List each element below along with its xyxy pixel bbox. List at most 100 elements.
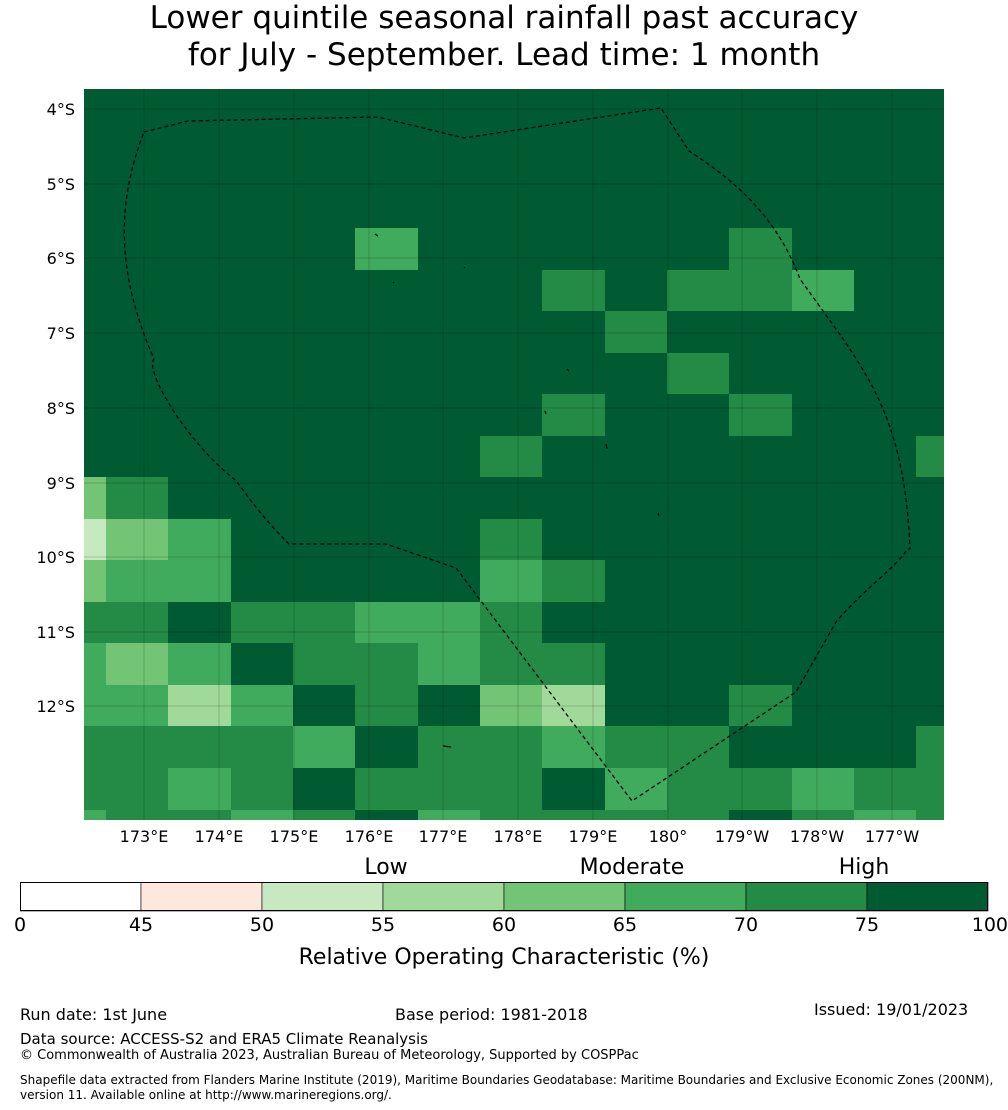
lon-label-180: 180° — [648, 827, 688, 846]
map-cell — [916, 810, 944, 820]
map-cell — [84, 560, 106, 602]
map-cell — [916, 768, 944, 810]
tick-55: 55 — [370, 914, 396, 936]
lon-label-173e: 173°E — [119, 827, 169, 846]
shapefile-line-2: version 11. Available online at http://w… — [20, 1088, 392, 1102]
lat-label-12s: 12°S — [36, 697, 75, 716]
chart-title: Lower quintile seasonal rainfall past ac… — [0, 0, 1008, 74]
gridlines — [84, 89, 944, 820]
map-cell — [480, 685, 542, 726]
map-cell — [542, 270, 605, 311]
accuracy-map — [84, 89, 944, 820]
lon-label-174e: 174°E — [194, 827, 244, 846]
map-cell — [168, 643, 231, 685]
tick-45: 45 — [128, 914, 154, 936]
map-cell — [854, 768, 916, 810]
base-period: Base period: 1981-2018 — [395, 1005, 588, 1024]
map-cell — [916, 436, 944, 477]
tick-70: 70 — [733, 914, 759, 936]
map-cell — [792, 270, 854, 311]
map-cell — [168, 768, 231, 810]
map-cell — [418, 643, 480, 685]
map-cell — [916, 726, 944, 768]
grid-cells — [84, 228, 944, 820]
map-cell — [418, 810, 480, 820]
map-cell — [792, 768, 854, 810]
map-cell — [667, 270, 792, 311]
lon-label-177e: 177°E — [418, 827, 468, 846]
issued-date: Issued: 19/01/2023 — [814, 1000, 969, 1019]
shapefile-line-1: Shapefile data extracted from Flanders M… — [20, 1073, 994, 1087]
map-cell — [355, 768, 542, 810]
colorbar-segment — [261, 882, 384, 912]
colorbar-segment — [382, 882, 505, 912]
map-cell — [293, 643, 418, 685]
map-cell — [84, 685, 168, 726]
tick-65: 65 — [612, 914, 638, 936]
map-cell — [84, 477, 106, 519]
map-cell — [418, 726, 542, 768]
map-cell — [84, 810, 106, 820]
map-cell — [480, 602, 542, 643]
map-cell — [667, 810, 729, 820]
tick-0: 0 — [13, 914, 27, 936]
colorbar-segment — [503, 882, 626, 912]
map-cell — [480, 560, 542, 602]
colorbar-label: Relative Operating Characteristic (%) — [298, 945, 710, 970]
map-cell — [355, 602, 480, 643]
lat-label-9s: 9°S — [46, 474, 75, 493]
map-cell — [605, 311, 667, 353]
map-cell — [605, 768, 667, 810]
map-cell — [729, 685, 792, 726]
map-cell — [106, 643, 168, 685]
map-cell — [480, 643, 605, 685]
title-line-2: for July - September. Lead time: 1 month — [187, 37, 821, 73]
map-cell — [231, 685, 293, 726]
lon-label-176e: 176°E — [344, 827, 394, 846]
tick-100: 100 — [971, 914, 1008, 936]
map-cell — [542, 685, 605, 726]
lon-label-178e: 178°E — [493, 827, 543, 846]
map-cell — [231, 810, 293, 820]
map-cell — [106, 519, 168, 560]
map-cell — [667, 353, 729, 394]
category-moderate: Moderate — [579, 855, 685, 880]
colorbar-segment — [20, 882, 142, 912]
map-cell — [542, 394, 605, 436]
map-cell — [231, 768, 293, 810]
map-cell — [84, 768, 168, 810]
map-cell — [792, 810, 854, 820]
colorbar-segment — [140, 882, 263, 912]
map-cell — [854, 810, 916, 820]
eez-boundary — [123, 107, 911, 802]
map-cell — [231, 602, 355, 643]
map-cell — [729, 228, 792, 270]
map-cell — [480, 436, 542, 477]
lat-label-8s: 8°S — [46, 399, 75, 418]
lat-label-10s: 10°S — [36, 548, 75, 567]
map-cell — [667, 768, 792, 810]
map-cell — [168, 519, 231, 560]
map-cell — [293, 726, 355, 768]
lat-label-5s: 5°S — [46, 175, 75, 194]
map-cell — [542, 560, 605, 602]
map-cell — [106, 477, 168, 519]
category-high: High — [838, 855, 890, 880]
map-cell — [729, 394, 792, 436]
map-cell — [168, 685, 231, 726]
colorbar-segments — [20, 882, 989, 912]
map-cell — [84, 519, 106, 560]
colorbar — [20, 882, 989, 912]
map-cell — [355, 685, 418, 726]
tick-60: 60 — [491, 914, 517, 936]
map-cell — [106, 560, 231, 602]
map-cell — [480, 519, 542, 560]
map-cell — [84, 602, 168, 643]
lon-label-179w: 179°W — [714, 827, 770, 846]
colorbar-segment — [866, 882, 989, 912]
data-source: Data source: ACCESS-S2 and ERA5 Climate … — [20, 1030, 428, 1048]
category-low: Low — [364, 855, 408, 880]
title-line-1: Lower quintile seasonal rainfall past ac… — [149, 0, 859, 36]
tick-50: 50 — [249, 914, 275, 936]
map-cell — [293, 810, 355, 820]
